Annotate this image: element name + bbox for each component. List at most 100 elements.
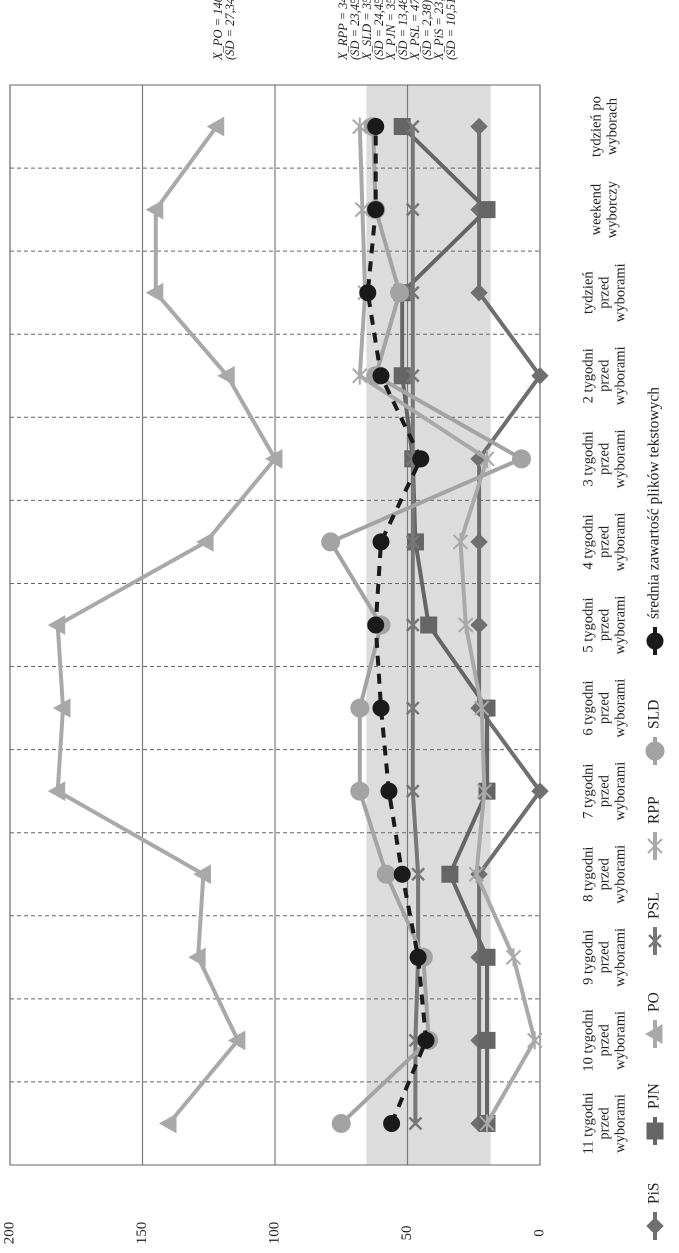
annotation-line: (SD = 23,45) [348,0,362,60]
data-point [470,616,488,634]
legend-item: PJN [646,1083,664,1145]
category-label: 4 tygodni przed wyborami [580,513,628,572]
data-point [511,449,531,469]
legend-marker [646,632,664,650]
category-label: tydzień po wyborach [588,96,620,157]
legend-item: PSL [646,892,663,955]
annotation-line: (SD = 10,51) [444,0,458,60]
data-point [405,701,420,715]
legend-item: PiS [646,1182,664,1240]
annotation-line: X_PJN = 35,9 [384,0,398,61]
tick-label: 100 [266,1222,282,1245]
data-point [417,1031,435,1049]
category-label: 8 tygodni przed wyborami [580,845,628,904]
data-point [405,202,420,217]
category-label-line: wyborami [612,679,628,738]
category-label: 3 tygodni przed wyborami [580,429,628,488]
data-point [405,285,420,300]
category-label-line: tydzień [580,271,596,314]
data-point [372,699,390,717]
category-label-line: weekend [588,183,604,235]
data-point [526,1031,543,1050]
category-label: 9 tygodni przed wyborami [580,928,628,987]
data-point [409,948,427,966]
category-label-line: przed [596,276,612,309]
data-point [468,865,485,884]
category-label: 5 tygodni przed wyborami [580,596,628,655]
data-point [383,1114,401,1132]
category-label-line: przed [596,442,612,475]
data-point [478,948,496,966]
data-point [411,867,425,882]
data-point [441,865,459,883]
data-point [158,1113,177,1134]
category-label-line: wyborami [612,845,628,904]
data-point [470,283,488,302]
category-label-line: przed [596,1107,612,1140]
annotation-others: X_RPP = 34,8(SD = 23,45)X_SLD = 35,8(SD … [336,0,458,61]
category-label-line: wyborami [612,513,628,572]
data-point [412,450,430,468]
legend-marker [644,1024,663,1044]
category-label-line: 3 tygodni [580,431,596,486]
data-point [531,782,549,800]
category-label-line: przed [596,525,612,558]
category-label: tydzień przed wyborami [580,263,628,322]
category-label-line: 11 tygodni [580,1093,596,1155]
data-point [196,532,214,552]
category-label-line: przed [596,691,612,724]
data-point [217,365,235,386]
category-label-line: 5 tygodni [580,597,596,652]
annotation-line: (SD = 13,48) [396,0,410,60]
data-point [188,947,206,968]
category-label-line: wyborami [612,596,628,655]
data-point [478,782,496,800]
legend-item: średnia zawartość plików tekstowych [646,387,664,655]
data-point [458,616,474,634]
data-point [367,118,385,136]
category-label-line: wyborami [612,1011,628,1070]
data-point [505,948,522,967]
category-label: 11 tygodni przed wyborami [580,1093,628,1155]
data-point [352,366,368,385]
data-point [380,782,398,800]
data-point [393,865,411,883]
data-point [479,449,495,468]
data-point [352,117,368,136]
data-point [206,116,225,137]
data-point [420,616,438,634]
data-point [145,282,164,303]
legend-marker [646,1122,664,1140]
data-point [193,864,211,885]
data-point [52,698,71,718]
legend-label: PJN [646,1083,663,1109]
data-point [393,367,411,385]
data-point [367,201,385,219]
legend-item: RPP [646,796,663,860]
legend-item: SLD [645,700,665,765]
data-point [473,699,490,718]
data-point [359,284,377,302]
category-label-line: przed [596,774,612,807]
legend-label: PO [646,992,663,1012]
legend-marker [645,741,665,761]
legend-label: PiS [646,1182,663,1204]
data-point [405,368,420,383]
legend-marker [647,837,663,855]
data-point [452,532,469,551]
category-label-line: 9 tygodni [580,930,596,985]
category-label-line: wyborczy [604,180,620,238]
data-point [350,781,370,801]
data-point [376,864,396,884]
legend-label: średnia zawartość plików tekstowych [646,387,663,619]
data-point [390,283,410,303]
data-point [470,533,488,551]
data-point [408,1116,423,1131]
category-label-line: wyborami [612,928,628,987]
data-point [406,533,424,551]
data-point [145,199,164,220]
annotation-line: (SD = 24,45) [372,0,386,60]
annotation-po: X_PO = 140,1(SD = 27,34) [211,0,237,61]
data-point [478,1031,496,1049]
category-label: 7 tygodni przed wyborami [580,762,628,821]
